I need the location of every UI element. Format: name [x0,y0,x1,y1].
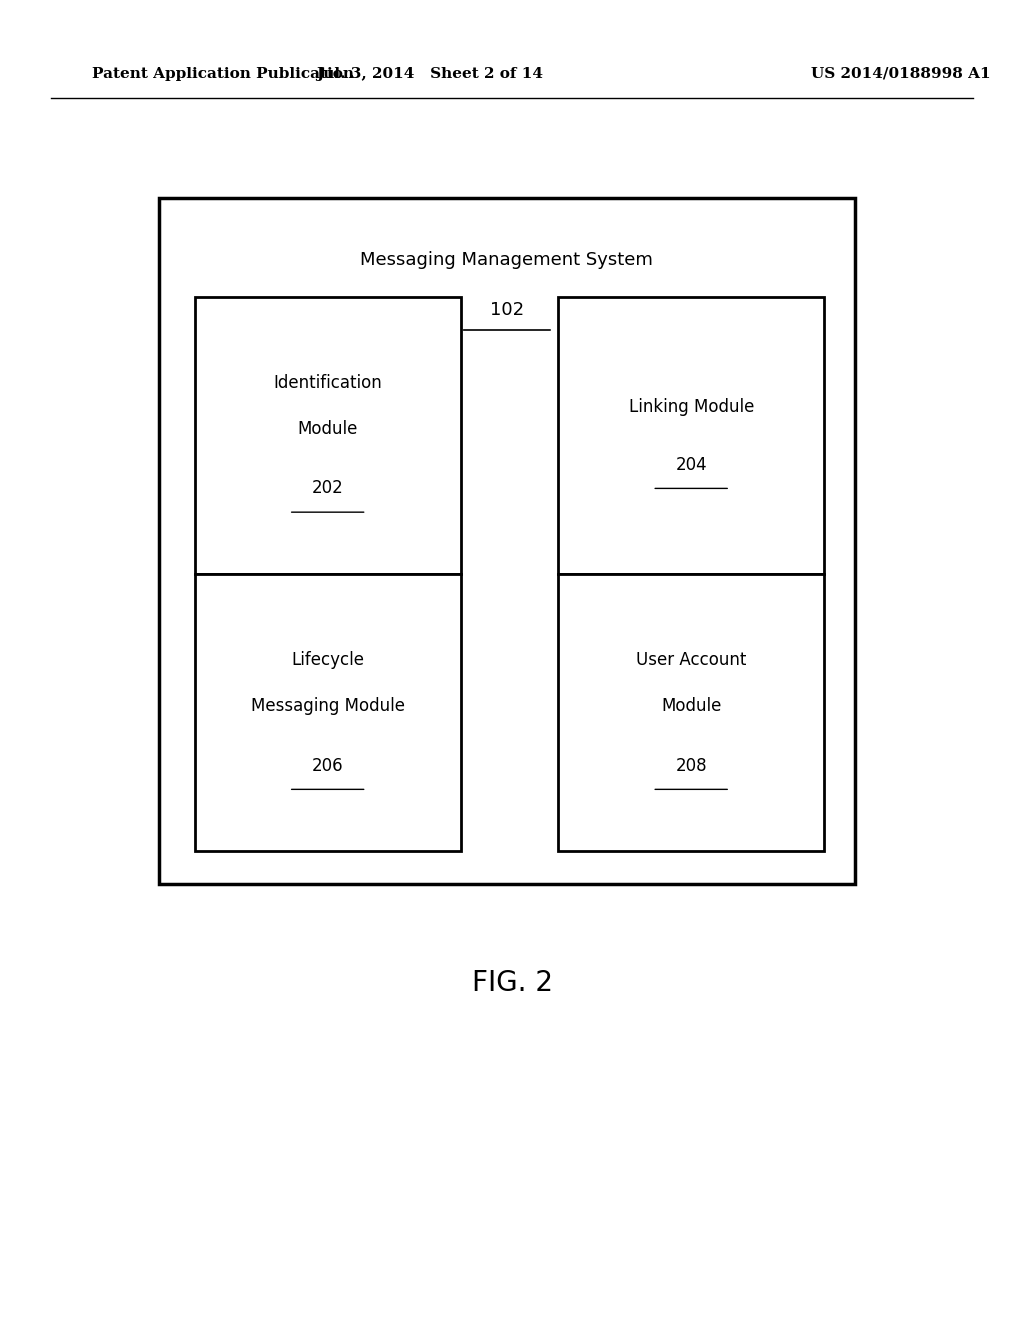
FancyBboxPatch shape [558,574,824,851]
Text: Identification: Identification [273,374,382,392]
Text: Jul. 3, 2014   Sheet 2 of 14: Jul. 3, 2014 Sheet 2 of 14 [316,67,544,81]
Text: Messaging Module: Messaging Module [251,697,404,715]
Text: Messaging Management System: Messaging Management System [360,251,653,269]
FancyBboxPatch shape [159,198,855,884]
Text: 202: 202 [311,479,344,498]
FancyBboxPatch shape [195,574,461,851]
FancyBboxPatch shape [558,297,824,574]
Text: 206: 206 [312,756,343,775]
Text: Module: Module [298,420,357,438]
Text: Module: Module [662,697,721,715]
Text: US 2014/0188998 A1: US 2014/0188998 A1 [811,67,991,81]
FancyBboxPatch shape [195,297,461,574]
Text: 208: 208 [676,756,707,775]
Text: Linking Module: Linking Module [629,397,754,416]
Text: 102: 102 [489,301,524,319]
Text: FIG. 2: FIG. 2 [471,969,553,998]
Text: User Account: User Account [636,651,746,669]
Text: 204: 204 [676,455,707,474]
Text: Patent Application Publication: Patent Application Publication [92,67,354,81]
Text: Lifecycle: Lifecycle [291,651,365,669]
